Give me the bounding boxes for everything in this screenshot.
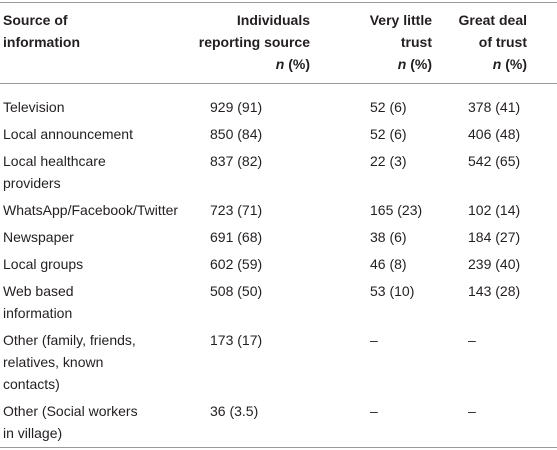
- cell: 22 (3): [370, 153, 407, 169]
- row-label: Local announcement: [3, 126, 133, 142]
- cell: 406 (48): [468, 126, 521, 142]
- cell: 143 (28): [468, 283, 521, 299]
- cell: 691 (68): [210, 229, 263, 245]
- row-label: Newspaper: [3, 229, 74, 245]
- cell: 723 (71): [210, 202, 263, 218]
- cell: 929 (91): [210, 99, 263, 115]
- header-cell: Great deal: [458, 12, 527, 28]
- row-label: providers: [3, 175, 61, 191]
- row-label: information: [3, 305, 73, 321]
- cell: –: [468, 332, 476, 348]
- top-rule: [0, 2, 557, 3]
- cell: 850 (84): [210, 126, 263, 142]
- row-label: Local healthcare: [3, 153, 106, 169]
- row-label: Web based: [3, 283, 74, 299]
- header-cell: Individuals: [236, 12, 310, 28]
- cell: 837 (82): [210, 153, 263, 169]
- header-cell: of trust: [478, 34, 527, 50]
- header-cell: n (%): [492, 56, 527, 72]
- cell: 542 (65): [468, 153, 521, 169]
- header-cell: trust: [400, 34, 432, 50]
- row-label: contacts): [3, 376, 60, 392]
- cell: 52 (6): [370, 99, 407, 115]
- header-cell: Source of: [3, 12, 68, 28]
- header-cell: information: [3, 34, 80, 50]
- cell: –: [370, 403, 378, 419]
- row-label: relatives, known: [3, 354, 104, 370]
- cell: –: [370, 332, 378, 348]
- row-label: in village): [3, 425, 63, 441]
- row-label: WhatsApp/Facebook/Twitter: [3, 202, 179, 218]
- cell: 239 (40): [468, 256, 521, 272]
- header-cell: n (%): [275, 56, 310, 72]
- row-label: Local groups: [3, 256, 84, 272]
- row-label: Other (family, friends,: [3, 332, 136, 348]
- cell: 36 (3.5): [210, 403, 259, 419]
- cell: 38 (6): [370, 229, 407, 245]
- cell: 602 (59): [210, 256, 263, 272]
- cell: 165 (23): [370, 202, 423, 218]
- cell: 184 (27): [468, 229, 521, 245]
- bottom-rule: [0, 447, 557, 448]
- cell: 46 (8): [370, 256, 407, 272]
- cell: 378 (41): [468, 99, 521, 115]
- header-cell: n (%): [397, 56, 432, 72]
- header-cell: reporting source: [198, 34, 310, 50]
- header-cell: Very little: [369, 12, 432, 28]
- cell: 102 (14): [468, 202, 521, 218]
- cell: 52 (6): [370, 126, 407, 142]
- row-label: Other (Social workers: [3, 403, 138, 419]
- row-label: Television: [3, 99, 65, 115]
- cell: –: [468, 403, 476, 419]
- cell: 173 (17): [210, 332, 263, 348]
- cell: 53 (10): [370, 283, 415, 299]
- header-rule: [0, 83, 557, 84]
- cell: 508 (50): [210, 283, 263, 299]
